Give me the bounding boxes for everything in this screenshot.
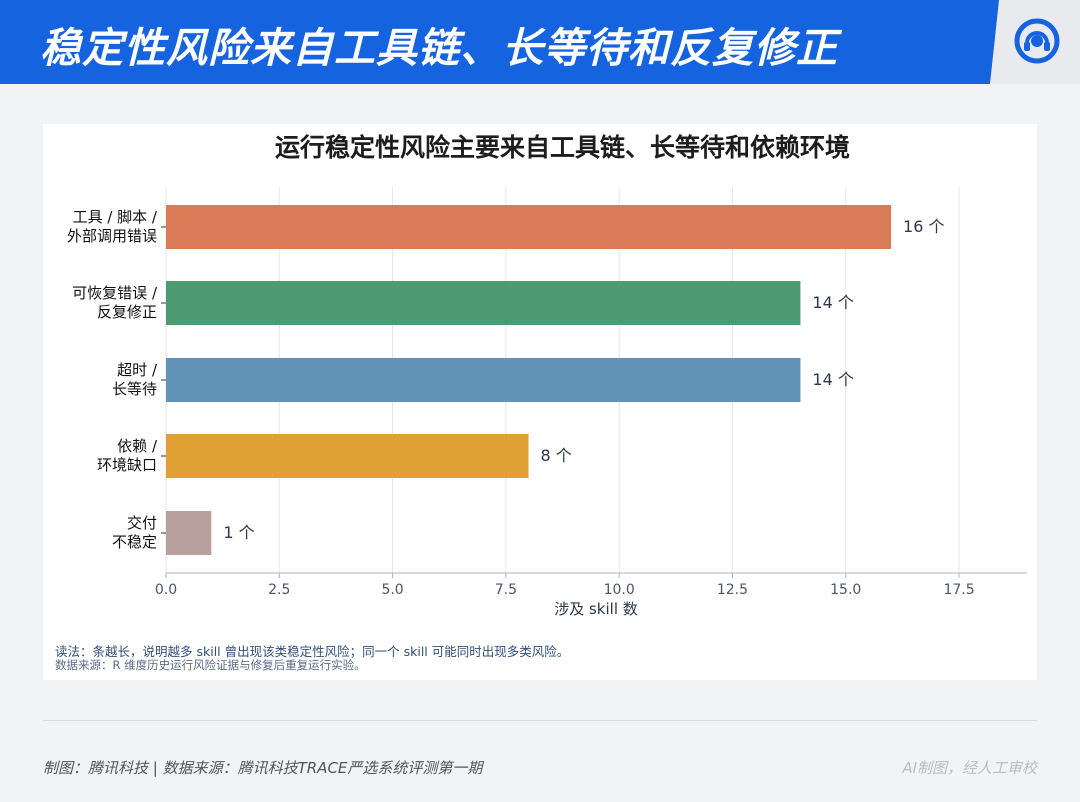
- chart-title: 运行稳定性风险主要来自工具链、长等待和依赖环境: [275, 133, 851, 162]
- bar-data-label: 14 个: [812, 370, 853, 389]
- category-label-line: 交付: [126, 514, 157, 532]
- bar-chart: 16 个 14 个 14 个 8 个 1 个 0.0 2.5 5.0 7.5 10.0 12.5 1…: [155, 187, 1027, 618]
- x-tick-label: 15.0: [830, 582, 861, 598]
- category-label: 可恢复错误 / 反复修正: [17, 284, 157, 322]
- x-tick-label: 12.5: [717, 582, 748, 598]
- category-label: 超时 / 长等待: [17, 361, 157, 399]
- bar-data-label: 16 个: [903, 217, 944, 236]
- x-tick-label: 17.5: [943, 582, 974, 598]
- bar: [166, 281, 801, 325]
- category-label-line: 依赖 /: [117, 437, 157, 455]
- footer-divider: [43, 720, 1037, 721]
- category-label: 交付 不稳定: [17, 514, 157, 552]
- footer-credit: 制图：腾讯科技 | 数据来源：腾讯科技TRACE严选系统评测第一期: [43, 759, 483, 777]
- x-tick-label: 0.0: [155, 582, 177, 598]
- category-label-line: 超时 /: [117, 361, 157, 379]
- bar-data-label: 14 个: [812, 293, 853, 312]
- category-label-line: 可恢复错误 /: [72, 284, 157, 302]
- footer-disclaimer: AI制图，经人工审校: [902, 759, 1037, 777]
- headset-icon: [1014, 18, 1060, 64]
- x-tick-label: 10.0: [604, 582, 635, 598]
- bar: [166, 205, 892, 249]
- x-tick-label: 5.0: [381, 582, 403, 598]
- category-label-line: 长等待: [111, 380, 157, 398]
- category-label-line: 工具 / 脚本 /: [72, 208, 157, 226]
- x-tick-label: 2.5: [268, 582, 290, 598]
- category-label: 工具 / 脚本 / 外部调用错误: [17, 208, 157, 246]
- bar: [166, 434, 529, 478]
- category-label-line: 不稳定: [111, 533, 157, 551]
- x-axis-label: 涉及 skill 数: [554, 600, 638, 618]
- source-note: 数据来源：R 维度历史运行风险证据与修复后重复运行实验。: [55, 658, 366, 672]
- x-tick-label: 7.5: [495, 582, 517, 598]
- category-label: 依赖 / 环境缺口: [17, 437, 157, 475]
- bar-data-label: 8 个: [541, 446, 572, 465]
- category-label-line: 反复修正: [96, 303, 157, 321]
- page-title: 稳定性风险来自工具链、长等待和反复修正: [40, 24, 838, 72]
- header-banner: 稳定性风险来自工具链、长等待和反复修正: [0, 0, 1080, 84]
- header-blue-band: [0, 0, 1000, 84]
- bar: [166, 511, 212, 555]
- bar-data-label: 1 个: [223, 523, 254, 542]
- reading-note: 读法：条越长，说明越多 skill 曾出现该类稳定性风险；同一个 skill 可…: [55, 644, 570, 659]
- category-label-line: 环境缺口: [96, 456, 157, 474]
- bar: [166, 358, 801, 402]
- category-label-line: 外部调用错误: [66, 227, 157, 245]
